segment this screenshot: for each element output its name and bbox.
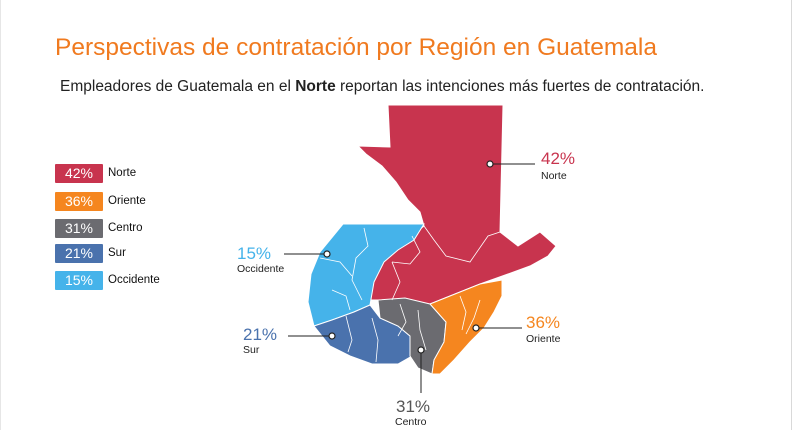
callout-name-oriente: Oriente [526, 333, 561, 345]
legend-chip-sur: 21% [55, 243, 103, 263]
callout-dot-occidente [323, 250, 331, 258]
callout-dot-oriente [472, 324, 480, 332]
callout-name-occidente: Occidente [237, 263, 284, 275]
callout-name-norte: Norte [541, 170, 567, 182]
department-borders [319, 225, 501, 363]
page-title: Perspectivas de contratación por Región … [55, 34, 657, 61]
legend-label-norte: Norte [108, 167, 137, 179]
legend-item-norte: 42% Norte [55, 162, 136, 184]
callout-pct-sur: 21% [243, 325, 277, 344]
legend-label-occidente: Occidente [108, 274, 160, 286]
callout-dot-norte [486, 160, 494, 168]
legend-label-centro: Centro [108, 222, 143, 234]
callout-pct-oriente: 36% [526, 313, 560, 332]
legend-item-centro: 31% Centro [55, 217, 143, 239]
callout-pct-centro: 31% [396, 397, 430, 416]
subtitle-text-bold: Norte [295, 78, 336, 95]
page-subtitle: Empleadores de Guatemala en el Norte rep… [60, 78, 704, 96]
region-oriente [429, 279, 503, 375]
legend-item-oriente: 36% Oriente [55, 190, 146, 212]
frame-divider [791, 0, 792, 430]
region-norte [356, 104, 557, 305]
callout-pct-norte: 42% [541, 149, 575, 168]
subtitle-text-after: reportan las intenciones más fuertes de … [335, 78, 705, 95]
callout-pct-occidente: 15% [237, 244, 271, 263]
legend-chip-norte: 42% [55, 163, 103, 183]
callout-name-centro: Centro [395, 416, 427, 428]
legend-item-occidente: 15% Occidente [55, 269, 160, 291]
legend-item-sur: 21% Sur [55, 242, 126, 264]
subtitle-text-before: Empleadores de Guatemala en el [60, 78, 296, 95]
legend-chip-centro: 31% [55, 218, 103, 238]
callout-dot-centro [417, 346, 425, 354]
legend-label-sur: Sur [108, 247, 126, 259]
legend-chip-occidente: 15% [55, 270, 103, 290]
legend-label-oriente: Oriente [108, 195, 146, 207]
callout-name-sur: Sur [243, 344, 260, 356]
legend-chip-oriente: 36% [55, 191, 103, 211]
left-edge [0, 0, 1, 430]
callout-dot-sur [328, 332, 336, 340]
